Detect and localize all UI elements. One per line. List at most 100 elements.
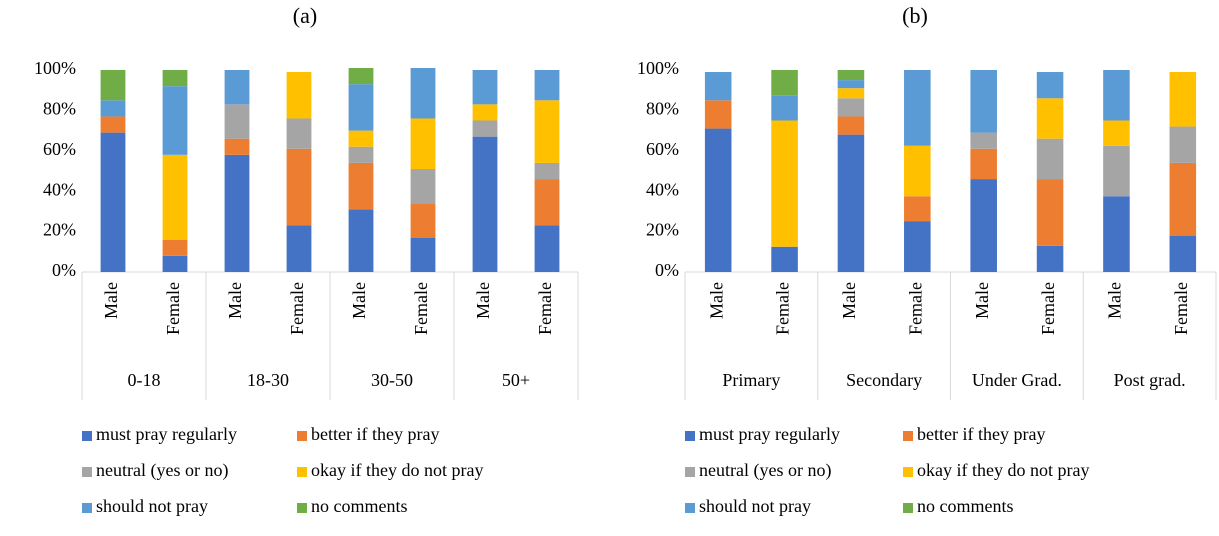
bar-segment	[1103, 70, 1130, 121]
bar-segment	[100, 100, 126, 117]
bar-segment	[1103, 120, 1130, 146]
y-tick-label: 0%	[655, 260, 679, 280]
bar-segment	[1036, 138, 1064, 180]
x-tick-label: Male	[1105, 282, 1125, 319]
bar-segment	[162, 154, 188, 240]
legend-swatch	[903, 431, 913, 441]
x-tick-label: Female	[905, 282, 925, 335]
bar-segment	[162, 255, 188, 272]
bar-segment	[348, 209, 374, 272]
x-tick-label: Female	[411, 282, 431, 335]
bar-segment	[1169, 162, 1197, 236]
x-tick-label: Male	[839, 282, 859, 319]
x-tick-label: Male	[225, 282, 245, 319]
x-tick-label: Female	[773, 282, 793, 335]
bar-segment	[162, 86, 188, 155]
group-label: 50+	[502, 370, 530, 390]
y-tick-label: 0%	[52, 260, 76, 280]
legend-label: must pray regularly	[699, 424, 840, 444]
bar-segment	[970, 132, 997, 149]
bar-segment	[534, 179, 560, 226]
bar-segment	[534, 100, 560, 163]
legend-label: neutral (yes or no)	[96, 460, 228, 481]
bar-segment	[348, 146, 374, 163]
y-tick-label: 100%	[34, 58, 76, 78]
bar-segment	[1103, 145, 1130, 197]
bar-segment	[348, 84, 374, 131]
x-tick-label: Female	[535, 282, 555, 335]
bar-segment	[472, 104, 498, 121]
x-tick-label: Male	[706, 282, 726, 319]
y-tick-label: 20%	[43, 220, 76, 240]
bar-segment	[100, 132, 126, 272]
y-tick-label: 60%	[646, 139, 679, 159]
x-tick-label: Male	[972, 282, 992, 319]
legend-swatch	[297, 467, 307, 477]
bar-segment	[224, 104, 250, 139]
bar-segment	[771, 246, 798, 272]
bar-segment	[837, 98, 865, 117]
bar-segment	[1169, 126, 1197, 163]
legend-swatch	[82, 431, 92, 441]
bar-segment	[348, 130, 374, 147]
x-tick-label: Female	[287, 282, 307, 335]
bar-segment	[837, 88, 865, 99]
legend-label: no comments	[917, 496, 1014, 516]
group-label: 30-50	[371, 370, 413, 390]
bar-segment	[1036, 72, 1064, 99]
bar-segment	[704, 72, 732, 101]
y-tick-label: 80%	[43, 99, 76, 119]
bar-segment	[704, 128, 732, 272]
bar-segment	[472, 136, 498, 272]
group-label: Under Grad.	[972, 370, 1062, 390]
bar-segment	[837, 134, 865, 272]
legend-swatch	[685, 431, 695, 441]
bar-segment	[970, 70, 997, 133]
bar-segment	[771, 95, 798, 121]
bar-segment	[410, 237, 436, 272]
y-tick-label: 80%	[646, 99, 679, 119]
group-label: Primary	[722, 370, 780, 390]
bar-segment	[704, 100, 732, 129]
legend-swatch	[685, 467, 695, 477]
y-tick-label: 40%	[646, 179, 679, 199]
x-tick-label: Female	[1171, 282, 1191, 335]
y-tick-label: 60%	[43, 139, 76, 159]
bar-segment	[286, 72, 312, 119]
y-tick-label: 20%	[646, 220, 679, 240]
legend-label: should not pray	[699, 496, 811, 516]
bar-segment	[904, 196, 931, 222]
bar-segment	[162, 239, 188, 256]
legend-swatch	[903, 503, 913, 513]
bar-segment	[904, 145, 931, 197]
bar-segment	[534, 225, 560, 272]
x-tick-label: Female	[1038, 282, 1058, 335]
legend-swatch	[297, 503, 307, 513]
bar-segment	[837, 80, 865, 89]
bar-segment	[162, 70, 188, 87]
bar-segment	[534, 162, 560, 180]
bar-segment	[348, 67, 374, 85]
legend-swatch	[685, 503, 695, 513]
bar-segment	[771, 70, 798, 96]
bar-segment	[410, 67, 436, 119]
bar-segment	[286, 148, 312, 226]
legend-swatch	[903, 467, 913, 477]
bar-segment	[348, 162, 374, 210]
legend-swatch	[82, 503, 92, 513]
group-label: Secondary	[846, 370, 922, 390]
bar-segment	[1036, 179, 1064, 246]
bar-segment	[410, 203, 436, 238]
x-tick-label: Male	[349, 282, 369, 319]
bar-segment	[410, 118, 436, 169]
bar-segment	[904, 221, 931, 272]
group-label: Post grad.	[1114, 370, 1186, 390]
legend-swatch	[82, 467, 92, 477]
group-label: 18-30	[247, 370, 289, 390]
legend-label: okay if they do not pray	[311, 460, 483, 480]
x-tick-label: Female	[163, 282, 183, 335]
legend-label: better if they pray	[917, 424, 1045, 444]
x-tick-label: Male	[101, 282, 121, 319]
chart-title: (b)	[902, 3, 928, 28]
